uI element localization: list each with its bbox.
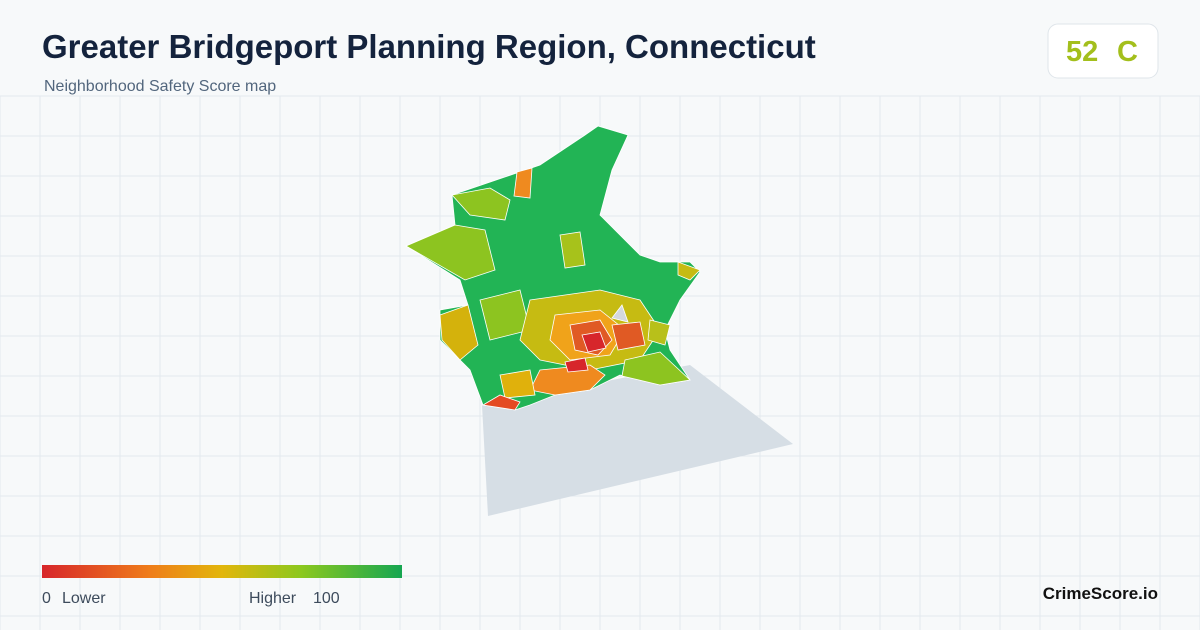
tract [611, 321, 646, 351]
tract [451, 187, 511, 221]
score-grade: C [1117, 36, 1138, 68]
score-badge [1047, 23, 1159, 79]
tract [621, 351, 691, 386]
water-area [482, 365, 793, 516]
tract [647, 319, 671, 346]
tract [481, 394, 521, 411]
legend-min-label: Lower [62, 590, 106, 607]
tract [499, 369, 536, 399]
legend-max: 100 [313, 590, 340, 607]
title: Greater Bridgeport Planning Region, Conn… [42, 28, 816, 65]
tract [513, 167, 533, 199]
tract [611, 304, 629, 323]
legend-gradient [42, 565, 402, 578]
tract [581, 331, 607, 353]
tract [405, 224, 496, 281]
tract [677, 261, 701, 281]
subtitle: Neighborhood Safety Score map [44, 78, 276, 95]
map [405, 125, 793, 516]
tract [439, 304, 479, 361]
tract [564, 357, 589, 373]
brand: CrimeScore.io [1043, 584, 1158, 603]
score-value: 52 [1066, 36, 1098, 68]
tract [559, 231, 586, 269]
legend-max-label: Higher [249, 590, 297, 607]
legend-min: 0 [42, 590, 51, 607]
